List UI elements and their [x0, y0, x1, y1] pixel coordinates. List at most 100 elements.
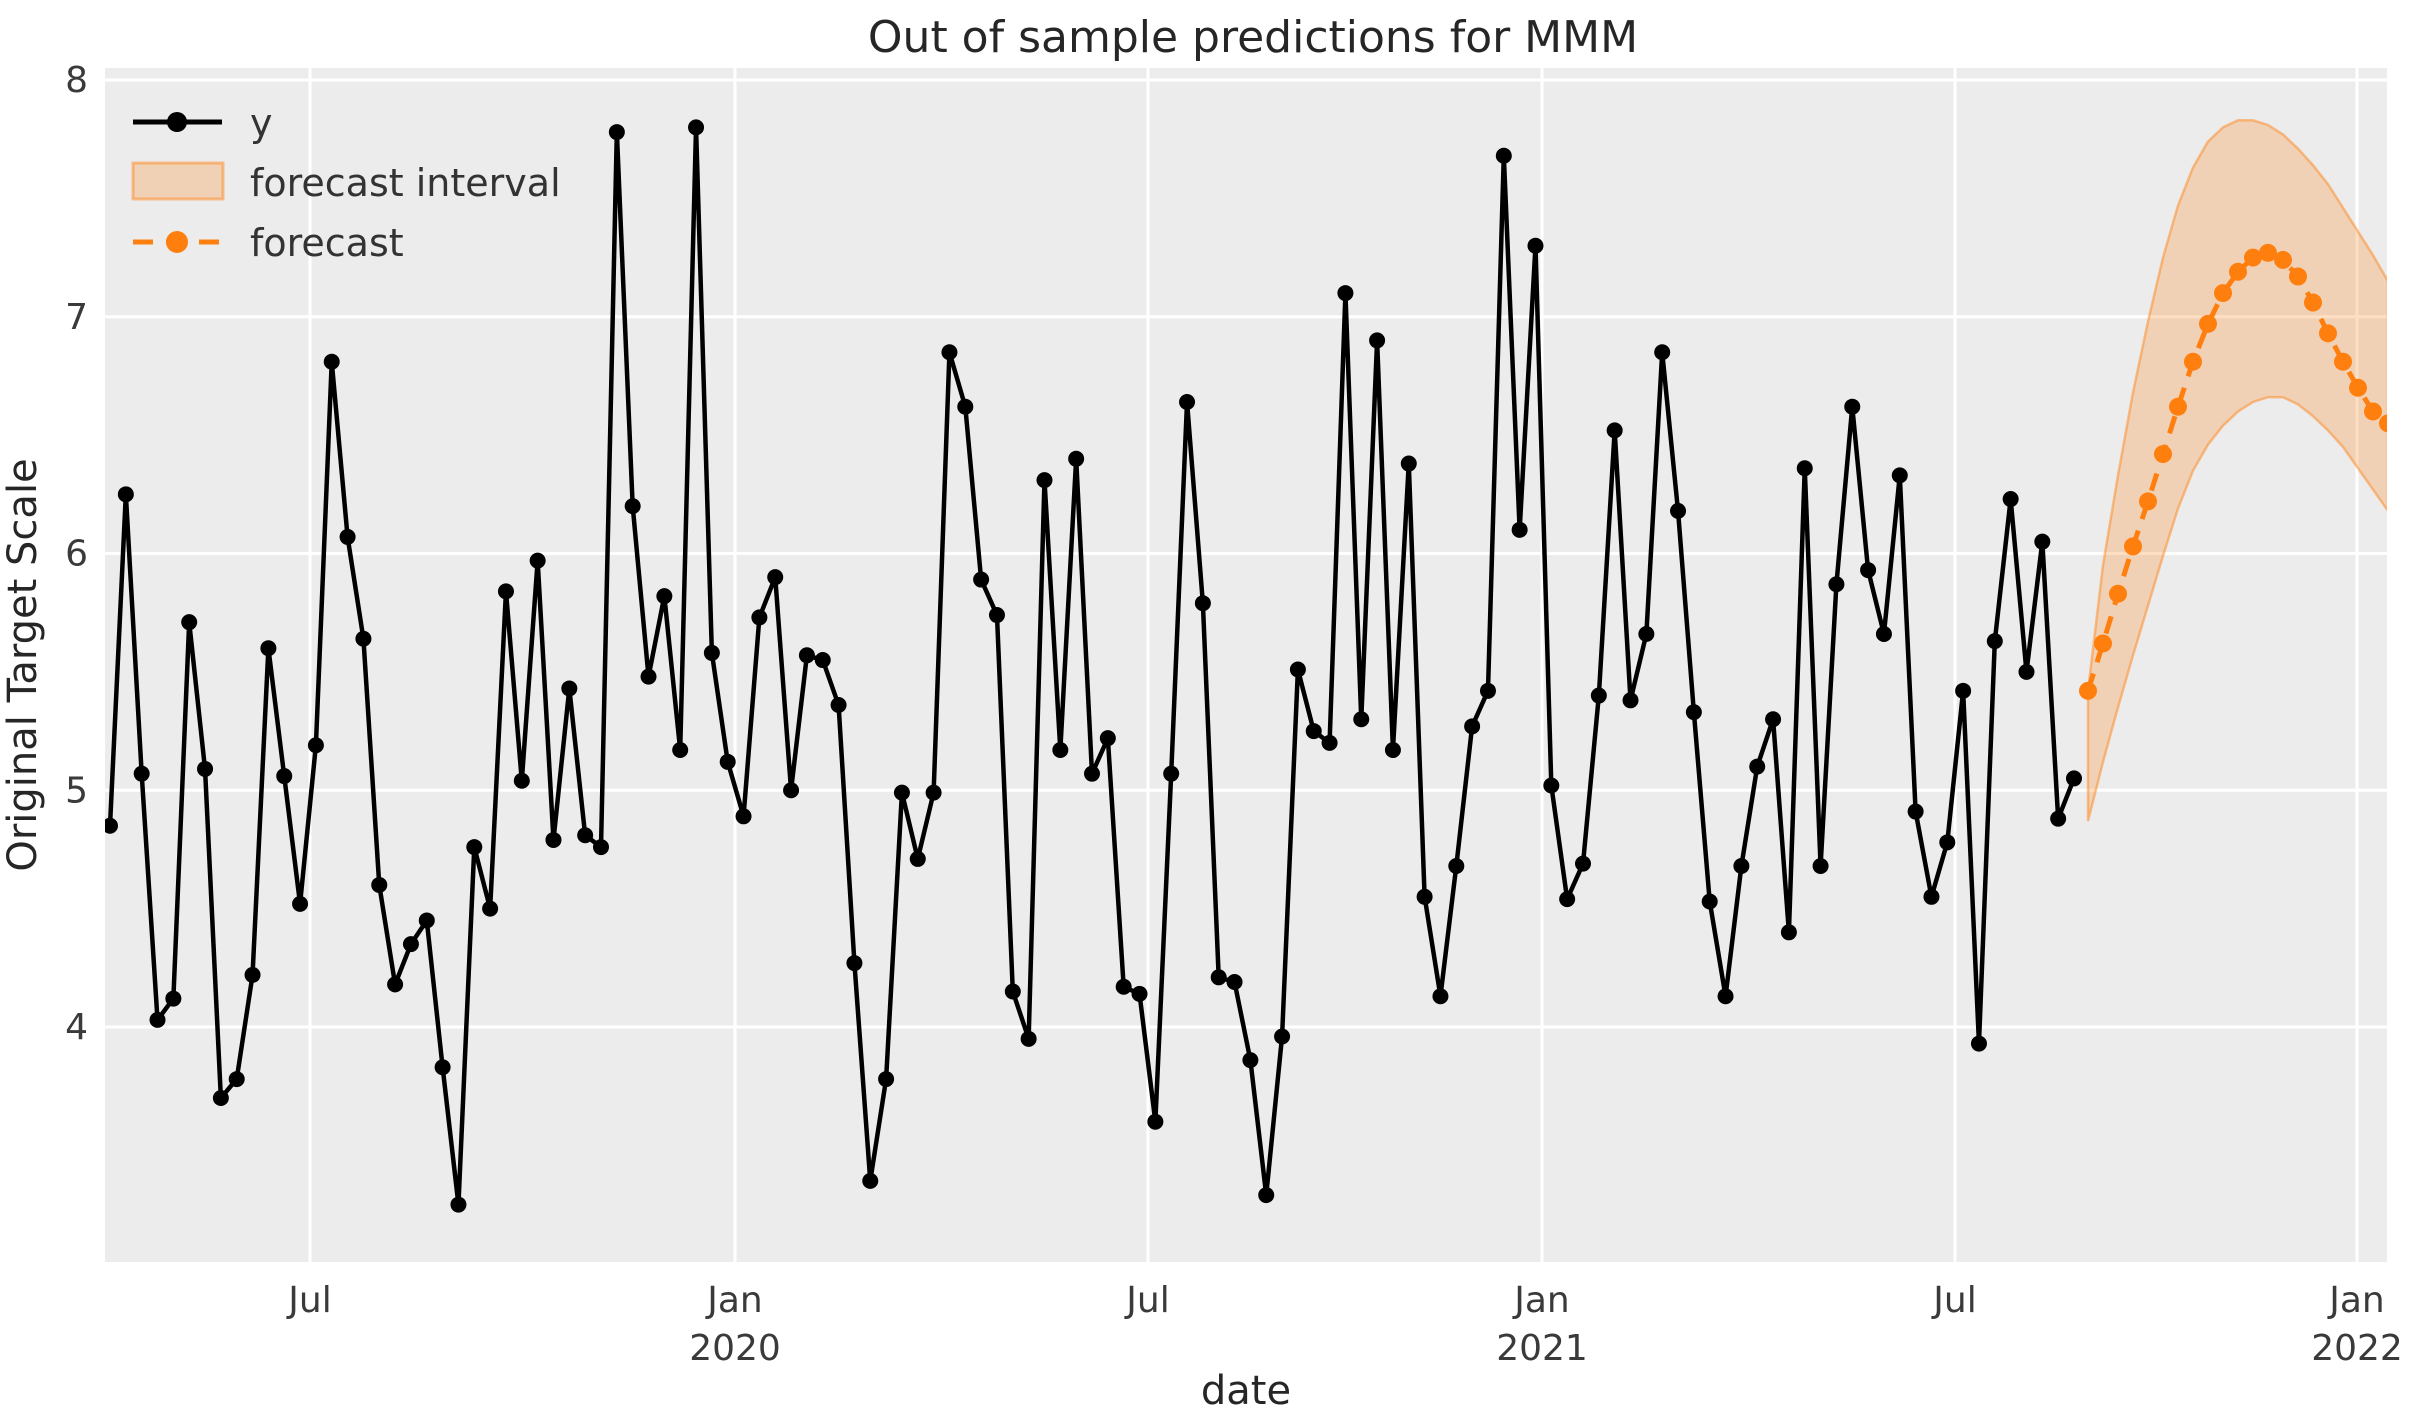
- observed-point-marker: [688, 119, 705, 136]
- observed-point-marker: [957, 398, 974, 415]
- observed-point-marker: [624, 498, 641, 515]
- observed-point-marker: [1115, 978, 1132, 995]
- observed-point-marker: [814, 652, 831, 669]
- forecast-line: [2085, 250, 2387, 692]
- observed-point-marker: [1179, 393, 1196, 410]
- observed-point-marker: [1400, 455, 1417, 472]
- x-tick-label-year: 2020: [689, 1328, 781, 1369]
- observed-point-marker: [1210, 969, 1227, 986]
- observed-point-marker: [1638, 625, 1655, 642]
- observed-point-marker: [1274, 1028, 1291, 1045]
- observed-point-marker: [323, 353, 340, 370]
- observed-point-marker: [608, 124, 625, 141]
- observed-point-marker: [2002, 491, 2019, 508]
- observed-point-marker: [1939, 834, 1956, 851]
- axis-tick-labels: 8 7 6 5 4 Jul Jan 2020 Jul Jan 2021 Jul Jan 2022: [65, 60, 2403, 1369]
- observed-point-marker: [1369, 332, 1386, 349]
- observed-point-marker: [276, 768, 293, 785]
- observed-point-marker: [1337, 285, 1354, 302]
- forecast-point-marker: [2154, 445, 2172, 464]
- observed-point-marker: [1131, 985, 1148, 1002]
- observed-point-marker: [909, 850, 926, 867]
- legend-label-forecast-interval: forecast interval: [250, 161, 561, 205]
- observed-point-marker: [1986, 633, 2003, 650]
- observed-point-marker: [973, 571, 990, 588]
- observed-point-marker: [212, 1090, 229, 1107]
- observed-point-marker: [1923, 888, 1940, 905]
- observed-point-marker: [1955, 682, 1972, 699]
- observed-point-marker: [402, 936, 419, 953]
- observed-point-marker: [1321, 734, 1338, 751]
- observed-point-marker: [228, 1071, 245, 1088]
- observed-point-marker: [545, 831, 562, 848]
- observed-point-marker: [1717, 988, 1734, 1005]
- observed-point-marker: [513, 772, 530, 789]
- observed-point-marker: [1860, 562, 1877, 579]
- legend-item-forecast-interval: forecast interval: [131, 161, 561, 205]
- observed-point-marker: [593, 839, 609, 856]
- observed-point-marker: [751, 609, 768, 626]
- x-tick-label-month: Jul: [286, 1280, 331, 1321]
- observed-point-marker: [1052, 742, 1069, 759]
- observed-point-marker: [1147, 1113, 1164, 1130]
- observed-point-marker: [1511, 521, 1528, 538]
- legend-item-forecast: forecast: [133, 221, 404, 265]
- forecast-point-marker: [2274, 250, 2292, 269]
- observed-point-marker: [893, 784, 910, 801]
- forecast-point-marker: [2244, 248, 2262, 267]
- observed-point-marker: [1907, 803, 1924, 820]
- forecast-point-marker: [2214, 284, 2232, 303]
- observed-point-marker: [387, 976, 404, 993]
- y-tick-label: 8: [65, 60, 88, 101]
- y-tick-label: 6: [65, 534, 88, 575]
- observed-point-marker: [1464, 718, 1481, 735]
- observed-point-marker: [577, 827, 594, 844]
- forecast-point-marker: [2364, 402, 2382, 421]
- observed-point-marker: [450, 1196, 467, 1213]
- observed-point-marker: [1068, 450, 1085, 467]
- forecast-marker-swatch: [166, 231, 188, 253]
- observed-point-marker: [1844, 398, 1861, 415]
- observed-point-marker: [988, 607, 1005, 624]
- chart-title: Out of sample predictions for MMM: [868, 12, 1638, 63]
- observed-point-marker: [181, 614, 198, 631]
- observed-point-marker: [105, 817, 118, 834]
- observed-point-marker: [165, 990, 182, 1007]
- gridlines: [105, 68, 2387, 1262]
- forecast-point-marker: [2184, 352, 2202, 371]
- observed-point-marker: [1479, 682, 1496, 699]
- legend-label-y: y: [250, 101, 273, 145]
- observed-point-marker: [1685, 704, 1702, 721]
- observed-point-marker: [1622, 692, 1639, 709]
- observed-point-marker: [1970, 1035, 1987, 1052]
- y-tick-label: 5: [65, 770, 88, 811]
- observed-point-marker: [925, 784, 942, 801]
- forecast-point-marker: [2169, 397, 2187, 416]
- forecast-point-marker: [2304, 293, 2322, 312]
- observed-point-marker: [1780, 924, 1797, 941]
- observed-point-marker: [117, 486, 134, 503]
- x-tick-label-month: Jan: [2327, 1280, 2385, 1321]
- observed-point-marker: [529, 552, 546, 569]
- observed-point-marker: [1036, 472, 1053, 489]
- observed-point-marker: [1559, 891, 1576, 908]
- observed-point-marker: [2066, 770, 2082, 787]
- observed-point-marker: [830, 697, 847, 714]
- forecast-series: [2079, 243, 2387, 700]
- observed-point-marker: [434, 1059, 451, 1076]
- y-tick-label: 4: [65, 1007, 88, 1048]
- x-axis-label: date: [1201, 1368, 1291, 1414]
- x-tick-label-month: Jul: [1124, 1280, 1169, 1321]
- forecast-point-marker: [2079, 681, 2097, 700]
- observed-point-marker: [1828, 576, 1845, 593]
- x-tick-label-year: 2021: [1496, 1328, 1588, 1369]
- observed-point-marker: [482, 900, 499, 917]
- legend: y forecast interval forecast: [131, 101, 561, 265]
- observed-point-marker: [197, 760, 214, 777]
- observed-point-marker: [149, 1011, 166, 1028]
- observed-point-marker: [735, 808, 752, 825]
- forecast-point-marker: [2289, 267, 2307, 286]
- observed-point-marker: [1543, 777, 1560, 794]
- observed-point-marker: [878, 1071, 895, 1088]
- observed-point-marker: [1194, 595, 1211, 612]
